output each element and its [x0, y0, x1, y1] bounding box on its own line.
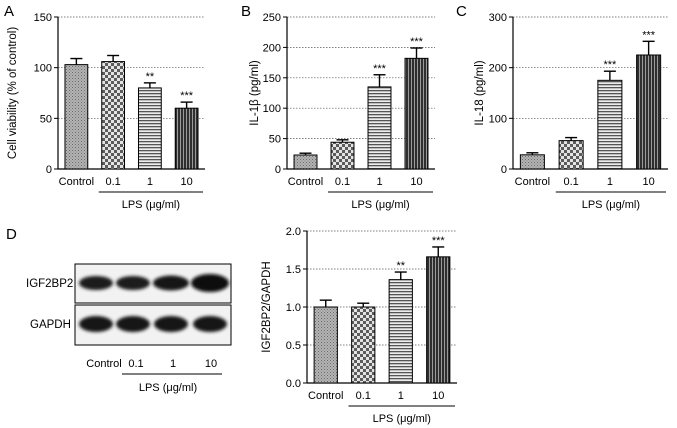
x-tick-label: 10	[643, 176, 655, 188]
western-blot: IGF2BP2 GAPDH Control 0.1 1 10 LPS (μg/m…	[26, 263, 232, 394]
bar	[64, 64, 89, 170]
x-tick-label: 10	[410, 176, 422, 188]
bar	[558, 140, 584, 170]
y-tick-label: 2.0	[286, 226, 301, 238]
x-tick-label: Control	[59, 176, 94, 188]
bar	[101, 61, 126, 170]
bar	[388, 279, 413, 384]
x-tick-label: 0.1	[105, 176, 120, 188]
y-tick-label: 250	[263, 12, 281, 24]
bar	[597, 79, 623, 170]
y-tick-label: 0	[501, 164, 507, 176]
x-tick-label: Control	[308, 390, 343, 402]
x-axis-label: LPS (μg/ml)	[582, 199, 640, 211]
significance-mark: ***	[180, 90, 194, 102]
panel-label-c: C	[456, 3, 467, 20]
blot-band	[79, 316, 113, 332]
blot-strip-gapdh	[74, 304, 232, 346]
significance-mark: ***	[603, 59, 617, 71]
y-tick-label: 100	[263, 103, 281, 115]
x-tick-label: 1	[607, 176, 613, 188]
chart-d: 0.0 0.5 1.0 1.5 2.0 IGF2BP2/GAPDH Control 0.1 **…	[261, 226, 457, 425]
panel-label-a: A	[4, 3, 14, 20]
bar	[293, 154, 318, 170]
x-tick-label: 0.1	[356, 390, 371, 402]
y-tick-label: 100	[489, 113, 507, 125]
chart-c: 0 100 200 300 IL-18 (pg/ml) Control 0.1 *** 1 ***…	[474, 12, 668, 211]
significance-mark: ***	[410, 36, 424, 48]
bar	[137, 87, 162, 170]
y-axis-label: Cell viability (% of control)	[7, 27, 19, 159]
x-axis-label: LPS (μg/ml)	[373, 413, 431, 425]
y-tick-label: 150	[263, 73, 281, 85]
y-tick-label: 0.5	[286, 340, 301, 352]
blot-band	[193, 316, 227, 332]
bar	[330, 141, 355, 170]
bar	[404, 57, 429, 170]
bar	[367, 86, 392, 170]
y-tick-label: 50	[269, 134, 281, 146]
bar	[519, 154, 545, 170]
x-tick-label: 1	[376, 176, 382, 188]
bar	[313, 306, 338, 384]
panel-label-b: B	[241, 3, 251, 20]
blot-band	[191, 274, 229, 292]
blot-lane-label: 0.1	[128, 358, 143, 370]
y-tick-label: 200	[263, 42, 281, 54]
blot-lane-label: 10	[205, 358, 217, 370]
y-tick-label: 300	[489, 12, 507, 24]
bar	[174, 107, 199, 170]
x-tick-label: 1	[147, 176, 153, 188]
blot-band	[153, 275, 189, 291]
x-tick-label: Control	[288, 176, 323, 188]
significance-mark: ***	[642, 29, 656, 41]
y-axis-label: IL-1β (pg/ml)	[249, 60, 261, 126]
blot-lps-label: LPS (μg/ml)	[139, 382, 197, 394]
significance-mark: ***	[432, 235, 446, 247]
y-tick-label: 0	[46, 164, 52, 176]
chart-a: 0 50 100 150 Cell viability (% of control) Co…	[7, 12, 205, 211]
blot-lane-label: Control	[86, 358, 121, 370]
y-tick-label: 0	[275, 164, 281, 176]
chart-b: 0 50 100 150 200 250 IL-1β (pg/ml) Control 0.1 **…	[249, 12, 435, 211]
y-axis-label: IGF2BP2/GAPDH	[261, 261, 273, 352]
panel-label-d: D	[6, 226, 17, 243]
y-tick-label: 1.0	[286, 302, 301, 314]
blot-band	[116, 276, 150, 290]
significance-mark: **	[146, 71, 155, 83]
blot-strip-igf2bp2	[74, 263, 232, 304]
blot-lane-label: 1	[170, 358, 176, 370]
y-tick-label: 100	[34, 63, 52, 75]
x-tick-label: 1	[398, 390, 404, 402]
bar	[351, 306, 376, 384]
x-axis-label: LPS (μg/ml)	[122, 199, 180, 211]
significance-mark: ***	[373, 63, 387, 75]
y-tick-label: 50	[40, 113, 52, 125]
x-tick-label: 0.1	[563, 176, 578, 188]
blot-band	[79, 276, 113, 290]
significance-mark: **	[396, 260, 405, 272]
blot-row-label: IGF2BP2	[26, 278, 73, 290]
x-tick-label: 0.1	[335, 176, 350, 188]
y-tick-label: 1.5	[286, 264, 301, 276]
bar	[426, 256, 451, 384]
blot-band	[116, 316, 150, 332]
y-tick-label: 0.0	[286, 378, 301, 390]
y-axis-label: IL-18 (pg/ml)	[474, 60, 486, 125]
y-tick-label: 200	[489, 63, 507, 75]
x-axis-label: LPS (μg/ml)	[351, 199, 409, 211]
x-tick-label: 10	[181, 176, 193, 188]
y-tick-label: 150	[34, 12, 52, 24]
x-tick-label: 10	[432, 390, 444, 402]
x-tick-label: Control	[515, 176, 550, 188]
blot-band	[154, 316, 188, 332]
blot-row-label: GAPDH	[30, 319, 71, 331]
bar	[636, 54, 662, 170]
